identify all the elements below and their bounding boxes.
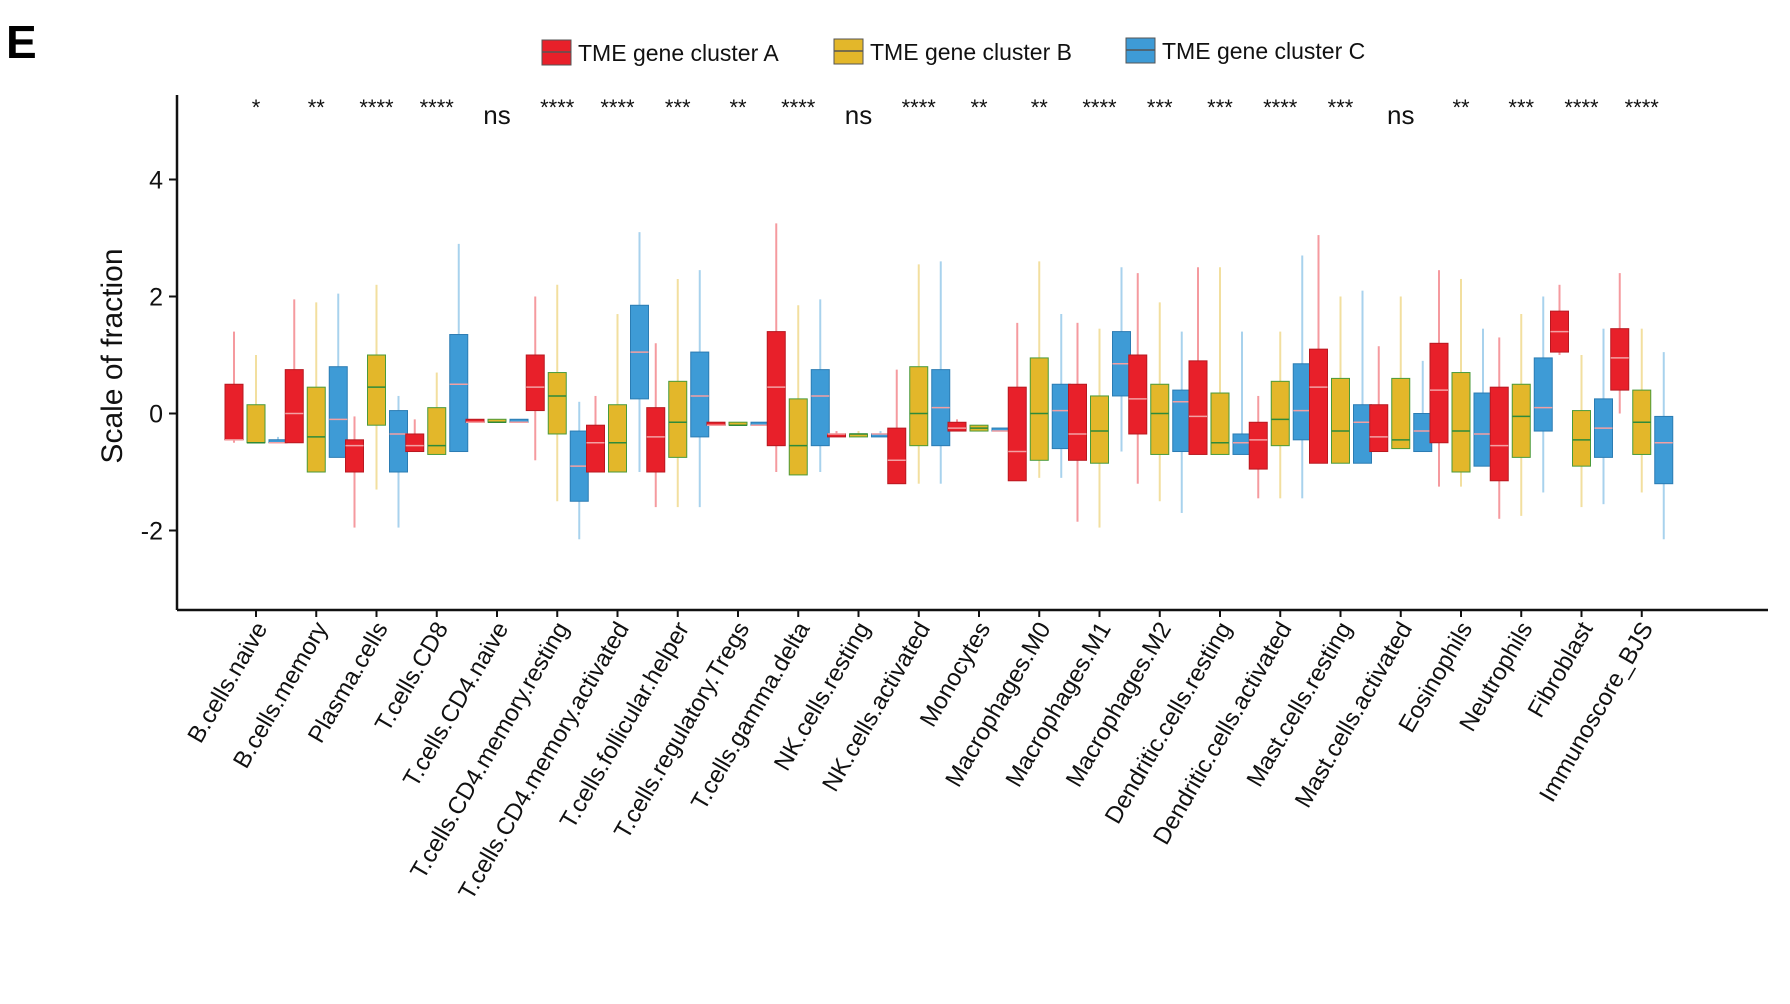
- box: [646, 407, 666, 473]
- significance-label: **: [970, 95, 988, 120]
- box: [1533, 357, 1553, 432]
- box: [328, 366, 348, 458]
- box: [909, 366, 929, 447]
- box: [668, 380, 688, 458]
- box: [1188, 360, 1208, 455]
- significance-label: ***: [1207, 95, 1233, 120]
- box: [1429, 342, 1449, 444]
- box: [810, 369, 830, 447]
- box: [1051, 383, 1071, 450]
- box: [345, 439, 364, 473]
- significance-label: ****: [359, 95, 394, 120]
- box: [1210, 392, 1230, 455]
- significance-label: ****: [1625, 95, 1660, 120]
- significance-label: **: [1031, 95, 1049, 120]
- box: [1232, 433, 1252, 455]
- significance-label: ***: [1147, 95, 1173, 120]
- significance-label: ****: [600, 95, 635, 120]
- y-tick-label: 2: [149, 284, 163, 312]
- significance-label: **: [1452, 95, 1470, 120]
- box: [427, 407, 447, 455]
- box: [1292, 363, 1312, 441]
- box: [1391, 377, 1411, 450]
- box: [1309, 348, 1328, 464]
- legend-item-cluster-c: TME gene cluster C: [1125, 37, 1365, 64]
- box: [525, 354, 545, 412]
- box: [1369, 404, 1389, 453]
- box: [367, 354, 386, 426]
- legend-label-cluster-c: TME gene cluster C: [1162, 38, 1365, 64]
- significance-label: *: [252, 95, 261, 120]
- plot-area: -2024*B.cells.naive**B.cells.memory****P…: [141, 95, 1768, 904]
- box: [1353, 404, 1372, 464]
- x-tick-label: NK.cells.activated: [817, 618, 936, 797]
- y-tick-label: 4: [149, 167, 163, 195]
- box: [766, 331, 786, 447]
- box: [1489, 386, 1509, 482]
- significance-label: ***: [665, 95, 691, 120]
- legend-label-cluster-a: TME gene cluster A: [578, 40, 779, 66]
- box: [547, 372, 567, 435]
- significance-label: ns: [845, 100, 872, 130]
- box: [224, 383, 244, 441]
- box: [1473, 392, 1493, 467]
- significance-label: ****: [1082, 95, 1117, 120]
- box: [284, 369, 304, 444]
- legend-item-cluster-b: TME gene cluster B: [833, 38, 1072, 65]
- significance-label: ns: [1387, 100, 1414, 130]
- box: [1572, 410, 1591, 467]
- box: [405, 433, 425, 453]
- significance-label: **: [729, 95, 747, 120]
- box: [690, 351, 710, 438]
- box: [1610, 328, 1630, 391]
- significance-label: ****: [902, 95, 937, 120]
- box: [1331, 377, 1350, 464]
- box: [1068, 383, 1087, 461]
- box: [608, 404, 627, 473]
- significance-label: ***: [1508, 95, 1534, 120]
- box: [1413, 413, 1433, 453]
- y-tick-label: -2: [141, 518, 163, 546]
- box: [1270, 380, 1290, 447]
- significance-label: ****: [1564, 95, 1599, 120]
- significance-label: ****: [540, 95, 575, 120]
- box: [306, 386, 326, 473]
- box: [1150, 383, 1170, 455]
- significance-label: ****: [420, 95, 455, 120]
- box: [1090, 395, 1109, 464]
- significance-label: ***: [1328, 95, 1354, 120]
- box: [1511, 383, 1531, 458]
- category-group-0: *B.cells.naive: [182, 95, 288, 748]
- x-tick-label: Immunoscore_BJS: [1534, 618, 1659, 807]
- box: [389, 410, 408, 473]
- box: [1451, 372, 1471, 473]
- box: [1248, 421, 1268, 470]
- significance-label: ****: [781, 95, 816, 120]
- y-axis-title: Scale of fraction: [96, 248, 129, 463]
- significance-label: ns: [483, 100, 510, 130]
- box: [1172, 389, 1192, 453]
- legend-item-cluster-a: TME gene cluster A: [541, 39, 779, 66]
- box: [1654, 415, 1674, 485]
- box: [1029, 357, 1049, 461]
- legend: TME gene cluster A TME gene cluster B TM…: [541, 37, 1365, 66]
- significance-label: ****: [1263, 95, 1298, 120]
- y-tick-label: 0: [149, 401, 163, 429]
- box: [586, 424, 605, 473]
- box: [449, 334, 469, 453]
- box: [887, 427, 907, 485]
- box: [947, 421, 967, 432]
- panel-label: E: [6, 16, 37, 68]
- significance-label: **: [308, 95, 326, 120]
- box: [1128, 354, 1148, 435]
- box: [246, 404, 266, 444]
- box: [788, 398, 808, 476]
- box: [1007, 386, 1027, 482]
- legend-label-cluster-b: TME gene cluster B: [870, 39, 1072, 65]
